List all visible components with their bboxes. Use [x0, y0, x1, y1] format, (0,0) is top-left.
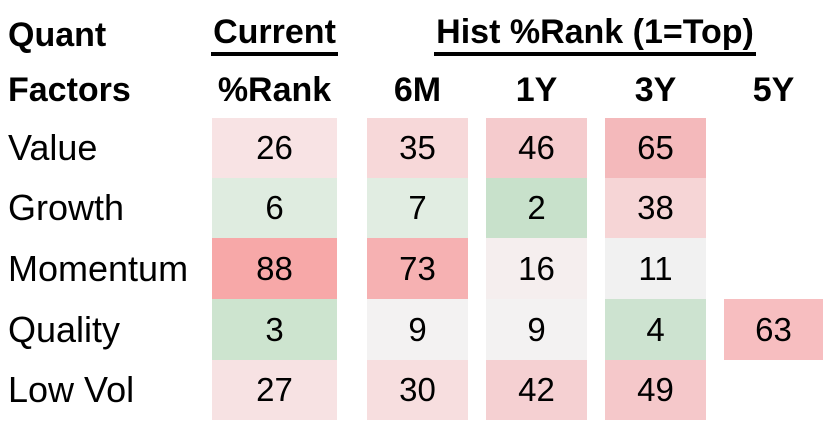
- rank-cell: 9: [367, 299, 468, 360]
- rank-cell: 88: [212, 238, 337, 299]
- rank-cell: 73: [367, 238, 468, 299]
- row-label-growth: Growth: [8, 187, 125, 228]
- rank-cell: 16: [486, 238, 587, 299]
- rank-cell: 27: [212, 360, 337, 420]
- rank-cell-empty: [724, 238, 823, 299]
- rank-cell: 38: [605, 178, 706, 238]
- column-header-6m: 6M: [393, 70, 442, 109]
- rank-cell-empty: [724, 360, 823, 420]
- rank-cell: 9: [486, 299, 587, 360]
- rank-cell: 42: [486, 360, 587, 420]
- column-header-percent-rank: %Rank: [217, 70, 332, 109]
- corner-header-line1: Quant: [8, 15, 107, 54]
- rank-cell: 35: [367, 118, 468, 178]
- column-header-3y: 3Y: [634, 70, 677, 109]
- row-label-quality: Quality: [8, 308, 121, 350]
- group-header-current: Current: [211, 8, 338, 62]
- group-header-hist: Hist %Rank (1=Top): [367, 8, 823, 62]
- rank-cell: 63: [724, 299, 823, 360]
- rank-cell: 30: [367, 360, 468, 420]
- rank-cell: 11: [605, 238, 706, 299]
- rank-cell-empty: [724, 178, 823, 238]
- rank-cell: 65: [605, 118, 706, 178]
- column-header-5y: 5Y: [752, 70, 795, 109]
- rank-cell: 7: [367, 178, 468, 238]
- group-header-current-text: Current: [211, 15, 338, 56]
- row-label-low-vol: Low Vol: [8, 369, 135, 410]
- rank-cell: 26: [212, 118, 337, 178]
- rank-cell: 3: [212, 299, 337, 360]
- row-label-momentum: Momentum: [8, 247, 189, 289]
- rank-cell: 4: [605, 299, 706, 360]
- row-label-value: Value: [8, 127, 98, 168]
- rank-cell: 46: [486, 118, 587, 178]
- rank-cell: 2: [486, 178, 587, 238]
- rank-cell-empty: [724, 118, 823, 178]
- corner-header-line2: Factors: [8, 70, 131, 109]
- column-header-1y: 1Y: [515, 70, 558, 109]
- group-header-hist-text: Hist %Rank (1=Top): [434, 15, 756, 56]
- rank-cell: 6: [212, 178, 337, 238]
- rank-cell: 49: [605, 360, 706, 420]
